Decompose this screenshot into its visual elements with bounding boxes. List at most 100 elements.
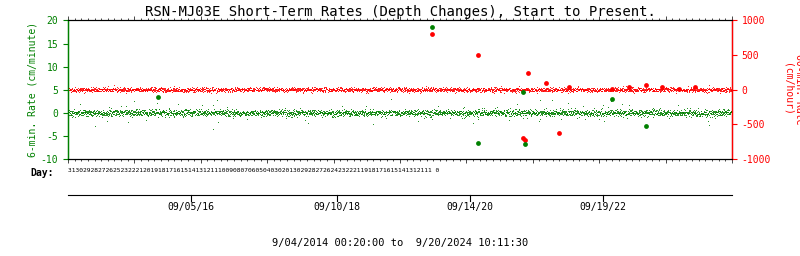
Point [238, 113, 251, 117]
Point [570, 89, 582, 93]
Point [137, 87, 150, 91]
Point [229, 84, 242, 89]
Point [160, 89, 173, 93]
Point [189, 87, 202, 91]
Point [234, 111, 247, 115]
Point [164, 88, 177, 92]
Point [317, 109, 330, 113]
Point [270, 89, 282, 93]
Point [634, 112, 646, 116]
Point [611, 114, 624, 119]
Point [290, 113, 302, 117]
Point [390, 113, 402, 117]
Point [574, 87, 586, 91]
Point [689, 112, 702, 116]
Point [193, 87, 206, 91]
Point [160, 112, 173, 116]
Point [415, 109, 428, 113]
Point [227, 88, 240, 92]
Point [108, 109, 121, 113]
Point [429, 86, 442, 90]
Point [593, 117, 606, 121]
Point [694, 111, 707, 115]
Point [669, 112, 682, 116]
Point [146, 88, 159, 92]
Point [664, 114, 677, 118]
Point [410, 111, 423, 115]
Point [540, 87, 553, 91]
Point [682, 110, 695, 114]
Point [294, 111, 306, 115]
Point [97, 87, 110, 91]
Point [617, 111, 630, 115]
Point [666, 87, 679, 91]
Point [688, 111, 701, 115]
Point [724, 110, 737, 114]
Point [551, 87, 564, 91]
Point [586, 113, 599, 117]
Point [466, 89, 478, 93]
Point [675, 110, 688, 114]
Point [234, 114, 246, 118]
Point [386, 88, 398, 92]
Point [223, 89, 236, 93]
Point [540, 112, 553, 116]
Point [586, 88, 599, 92]
Point [559, 112, 572, 116]
Point [245, 86, 258, 90]
Point [546, 89, 558, 93]
Point [698, 112, 711, 116]
Point [575, 88, 588, 92]
Point [308, 87, 321, 91]
Point [193, 109, 206, 113]
Point [724, 112, 737, 116]
Point [288, 88, 301, 92]
Point [118, 86, 131, 90]
Point [166, 88, 178, 92]
Point [111, 86, 124, 90]
Point [79, 87, 92, 91]
Point [283, 111, 296, 115]
Point [336, 114, 349, 118]
Point [326, 87, 339, 91]
Point [480, 88, 493, 92]
Point [523, 89, 536, 93]
Point [84, 88, 97, 92]
Point [564, 87, 577, 91]
Point [124, 114, 137, 118]
Point [358, 113, 370, 117]
Point [406, 88, 419, 92]
Point [365, 113, 378, 118]
Point [374, 88, 386, 92]
Point [624, 108, 637, 112]
Point [186, 87, 199, 91]
Point [306, 91, 318, 95]
Point [532, 112, 545, 116]
Point [366, 107, 379, 111]
Point [252, 87, 265, 91]
Point [580, 87, 593, 91]
Point [129, 87, 142, 91]
Point [230, 87, 242, 91]
Point [305, 111, 318, 115]
Point [316, 86, 329, 90]
Point [477, 112, 490, 116]
Point [455, 88, 468, 92]
Point [483, 110, 496, 114]
Point [201, 86, 214, 90]
Point [258, 110, 270, 114]
Point [230, 89, 242, 93]
Point [394, 87, 406, 91]
Point [162, 88, 175, 92]
Point [658, 110, 670, 114]
Point [110, 90, 123, 94]
Point [432, 86, 445, 90]
Point [144, 113, 157, 117]
Point [214, 109, 227, 113]
Point [717, 88, 730, 92]
Point [346, 89, 358, 93]
Point [664, 89, 677, 93]
Point [365, 110, 378, 114]
Point [256, 113, 269, 117]
Point [299, 89, 312, 93]
